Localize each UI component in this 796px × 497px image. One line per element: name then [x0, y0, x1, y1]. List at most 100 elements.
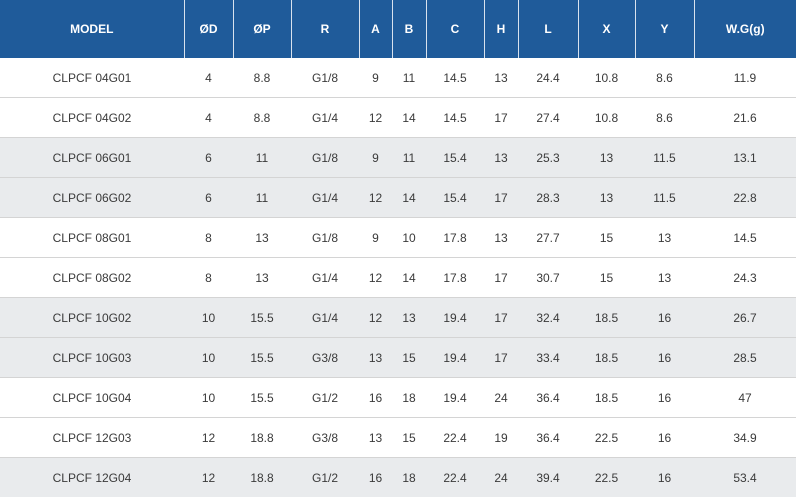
cell-l: 36.4	[518, 418, 578, 458]
cell-model: CLPCF 10G03	[0, 338, 184, 378]
cell-weight: 53.4	[694, 458, 796, 497]
header-r: R	[291, 0, 359, 58]
header-row: MODEL ØD ØP R A B C H L X Y W.G(g)	[0, 0, 796, 58]
cell-x: 22.5	[578, 458, 635, 497]
header-weight: W.G(g)	[694, 0, 796, 58]
cell-x: 18.5	[578, 298, 635, 338]
cell-x: 13	[578, 138, 635, 178]
cell-op: 15.5	[233, 338, 291, 378]
cell-a: 13	[359, 418, 392, 458]
cell-op: 13	[233, 218, 291, 258]
cell-h: 17	[484, 178, 518, 218]
cell-h: 17	[484, 258, 518, 298]
cell-model: CLPCF 04G02	[0, 98, 184, 138]
cell-y: 16	[635, 418, 694, 458]
cell-h: 24	[484, 458, 518, 497]
cell-a: 9	[359, 218, 392, 258]
cell-op: 18.8	[233, 458, 291, 497]
cell-b: 10	[392, 218, 426, 258]
cell-r: G1/4	[291, 298, 359, 338]
header-x: X	[578, 0, 635, 58]
cell-weight: 47	[694, 378, 796, 418]
header-c: C	[426, 0, 484, 58]
cell-h: 17	[484, 98, 518, 138]
cell-r: G1/4	[291, 258, 359, 298]
cell-l: 30.7	[518, 258, 578, 298]
cell-weight: 34.9	[694, 418, 796, 458]
cell-od: 12	[184, 418, 233, 458]
cell-y: 16	[635, 298, 694, 338]
cell-a: 9	[359, 58, 392, 98]
cell-y: 11.5	[635, 178, 694, 218]
cell-h: 17	[484, 298, 518, 338]
cell-x: 18.5	[578, 338, 635, 378]
header-op: ØP	[233, 0, 291, 58]
cell-weight: 21.6	[694, 98, 796, 138]
cell-model: CLPCF 06G02	[0, 178, 184, 218]
cell-b: 14	[392, 98, 426, 138]
cell-od: 10	[184, 298, 233, 338]
cell-l: 39.4	[518, 458, 578, 497]
cell-b: 18	[392, 378, 426, 418]
cell-b: 11	[392, 58, 426, 98]
cell-od: 12	[184, 458, 233, 497]
cell-h: 17	[484, 338, 518, 378]
cell-r: G1/2	[291, 378, 359, 418]
cell-weight: 24.3	[694, 258, 796, 298]
cell-x: 10.8	[578, 58, 635, 98]
cell-b: 14	[392, 178, 426, 218]
cell-weight: 22.8	[694, 178, 796, 218]
cell-weight: 11.9	[694, 58, 796, 98]
cell-y: 11.5	[635, 138, 694, 178]
header-od: ØD	[184, 0, 233, 58]
cell-y: 13	[635, 258, 694, 298]
cell-a: 12	[359, 258, 392, 298]
cell-weight: 14.5	[694, 218, 796, 258]
cell-c: 19.4	[426, 378, 484, 418]
cell-b: 11	[392, 138, 426, 178]
cell-c: 19.4	[426, 338, 484, 378]
cell-l: 24.4	[518, 58, 578, 98]
cell-l: 33.4	[518, 338, 578, 378]
cell-r: G3/8	[291, 338, 359, 378]
cell-od: 10	[184, 338, 233, 378]
cell-c: 17.8	[426, 258, 484, 298]
cell-b: 15	[392, 418, 426, 458]
cell-h: 13	[484, 218, 518, 258]
cell-op: 11	[233, 138, 291, 178]
cell-a: 12	[359, 298, 392, 338]
cell-h: 13	[484, 138, 518, 178]
cell-r: G1/8	[291, 218, 359, 258]
cell-b: 15	[392, 338, 426, 378]
cell-a: 16	[359, 378, 392, 418]
header-a: A	[359, 0, 392, 58]
cell-r: G1/8	[291, 138, 359, 178]
cell-c: 14.5	[426, 58, 484, 98]
cell-r: G1/2	[291, 458, 359, 497]
cell-a: 12	[359, 178, 392, 218]
cell-x: 13	[578, 178, 635, 218]
cell-c: 22.4	[426, 458, 484, 497]
cell-c: 19.4	[426, 298, 484, 338]
cell-r: G1/4	[291, 98, 359, 138]
cell-h: 24	[484, 378, 518, 418]
cell-od: 8	[184, 258, 233, 298]
cell-l: 25.3	[518, 138, 578, 178]
cell-b: 13	[392, 298, 426, 338]
cell-l: 36.4	[518, 378, 578, 418]
cell-a: 16	[359, 458, 392, 497]
cell-model: CLPCF 12G03	[0, 418, 184, 458]
cell-a: 12	[359, 98, 392, 138]
cell-model: CLPCF 10G04	[0, 378, 184, 418]
cell-od: 6	[184, 178, 233, 218]
cell-x: 10.8	[578, 98, 635, 138]
cell-od: 8	[184, 218, 233, 258]
cell-model: CLPCF 04G01	[0, 58, 184, 98]
table-header: MODEL ØD ØP R A B C H L X Y W.G(g)	[0, 0, 796, 58]
cell-c: 14.5	[426, 98, 484, 138]
